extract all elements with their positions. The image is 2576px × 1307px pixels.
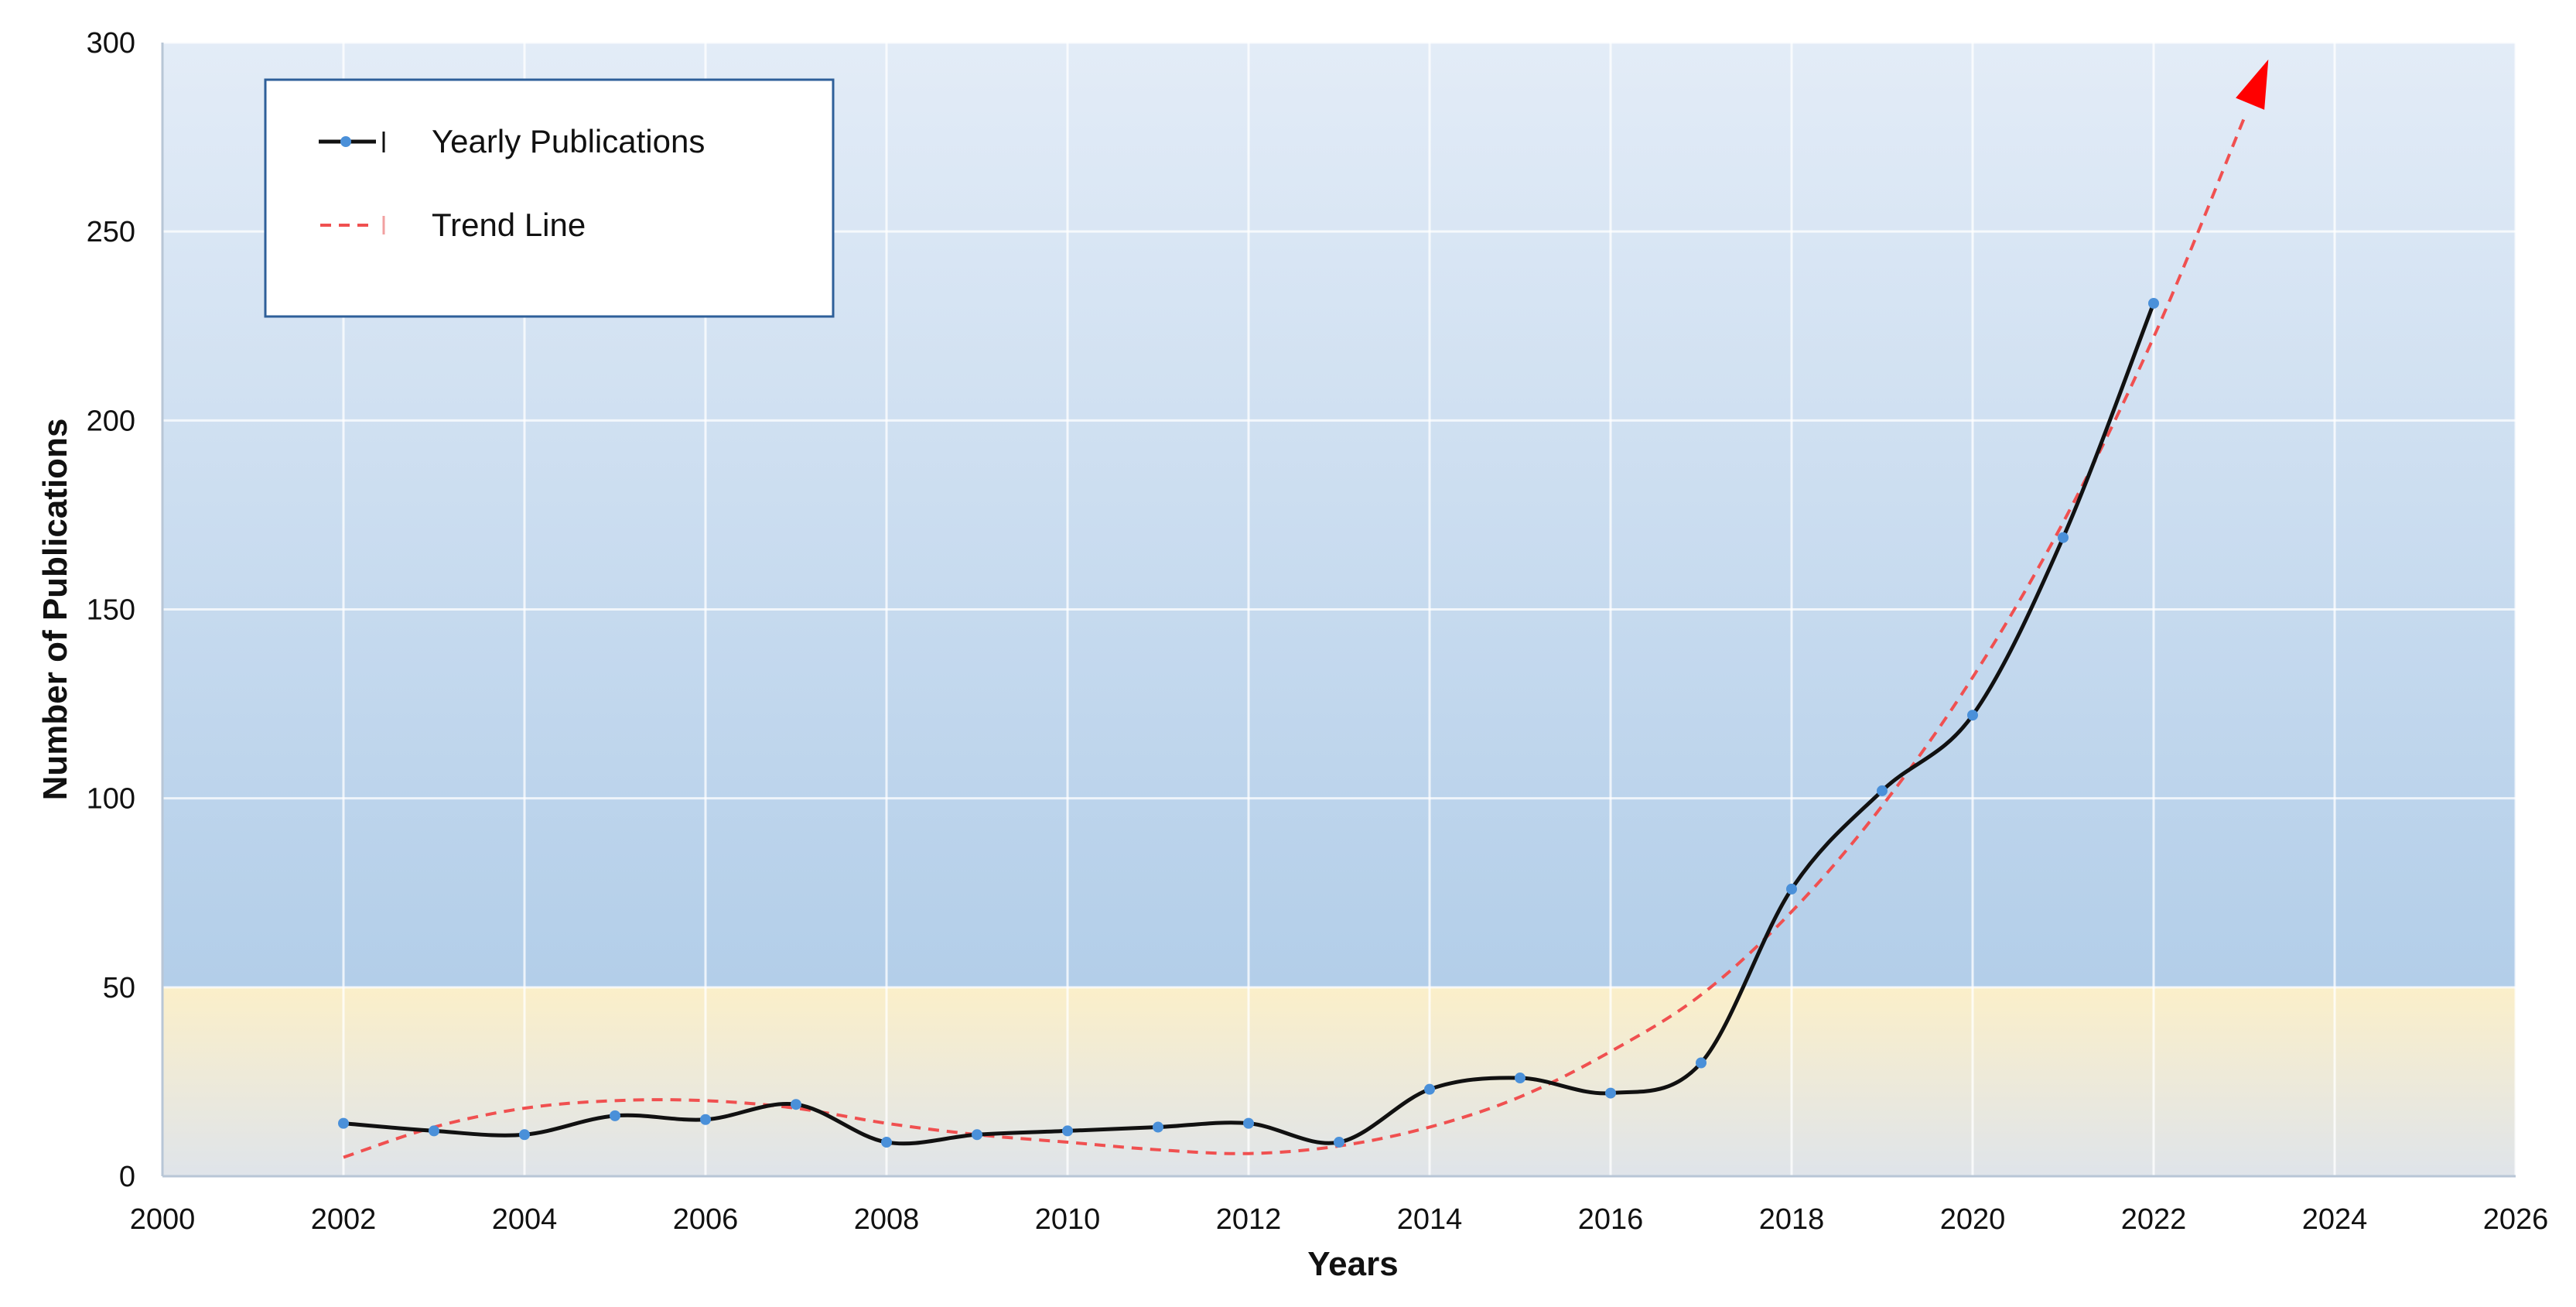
publications-point xyxy=(700,1114,711,1125)
publications-point xyxy=(338,1117,349,1129)
y-tick-label: 300 xyxy=(87,27,135,60)
x-tick-label: 2004 xyxy=(492,1203,558,1236)
x-tick-label: 2006 xyxy=(673,1203,739,1236)
x-tick-label: 2024 xyxy=(2302,1203,2368,1236)
legend-label-trend-line: Trend Line xyxy=(432,207,586,243)
axes xyxy=(161,43,2516,1178)
y-tick-label: 0 xyxy=(119,1161,135,1193)
publications-point xyxy=(1153,1121,1163,1133)
y-tick-label: 250 xyxy=(87,216,135,248)
publications-point xyxy=(1243,1117,1254,1129)
publications-point xyxy=(1605,1087,1616,1099)
legend-label-yearly-publications: Yearly Publications xyxy=(432,123,705,159)
highlight-band-0-50 xyxy=(162,987,2516,1176)
publications-point xyxy=(881,1137,892,1148)
x-tick-label: 2008 xyxy=(854,1203,920,1236)
publications-point xyxy=(1967,710,1978,721)
publications-point xyxy=(2058,532,2069,543)
trend-line xyxy=(343,117,2246,1159)
publications-point xyxy=(791,1099,801,1110)
x-tick-label: 2016 xyxy=(1578,1203,1644,1236)
legend-box xyxy=(264,78,835,318)
publications-point xyxy=(610,1110,620,1121)
x-tick-label: 2026 xyxy=(2483,1203,2549,1236)
publications-point xyxy=(972,1129,982,1141)
y-tick-label: 150 xyxy=(87,594,135,627)
x-tick-label: 2002 xyxy=(311,1203,377,1236)
legend-marker xyxy=(340,136,351,147)
x-tick-label: 2022 xyxy=(2121,1203,2187,1236)
x-tick-label: 2020 xyxy=(1940,1203,2006,1236)
x-tick-labels: 2000 2002 2004 2006 2008 2010 2012 2014 2016 2018… xyxy=(130,1203,2549,1236)
legend: Yearly Publications Trend Line xyxy=(264,78,835,318)
x-tick-label: 2000 xyxy=(130,1203,196,1236)
x-tick-label: 2010 xyxy=(1035,1203,1101,1236)
legend-item-yearly-publications: Yearly Publications xyxy=(319,123,705,159)
publications-point xyxy=(1786,883,1797,895)
y-axis-title: Number of Publications xyxy=(36,419,74,801)
x-tick-label: 2012 xyxy=(1216,1203,1282,1236)
trend-arrowhead xyxy=(2236,59,2269,110)
y-tick-label: 50 xyxy=(103,972,135,1004)
x-axis-title: Years xyxy=(1307,1245,1398,1283)
publications-point xyxy=(1877,785,1888,796)
y-tick-label: 200 xyxy=(87,405,135,437)
publications-point xyxy=(2148,297,2159,309)
publications-point xyxy=(1062,1125,1073,1137)
publications-point xyxy=(1334,1137,1344,1148)
publications-point xyxy=(1424,1083,1435,1095)
series-layer xyxy=(338,59,2269,1159)
publications-point xyxy=(519,1129,530,1141)
y-tick-label: 100 xyxy=(87,783,135,816)
x-tick-label: 2014 xyxy=(1397,1203,1463,1236)
legend-item-trend-line: Trend Line xyxy=(320,207,586,243)
x-tick-label: 2018 xyxy=(1759,1203,1825,1236)
publications-point xyxy=(1696,1057,1707,1069)
y-tick-labels: 0 50 100 150 200 250 300 xyxy=(87,27,135,1193)
publications-point xyxy=(429,1125,439,1137)
publications-point xyxy=(1515,1073,1525,1084)
